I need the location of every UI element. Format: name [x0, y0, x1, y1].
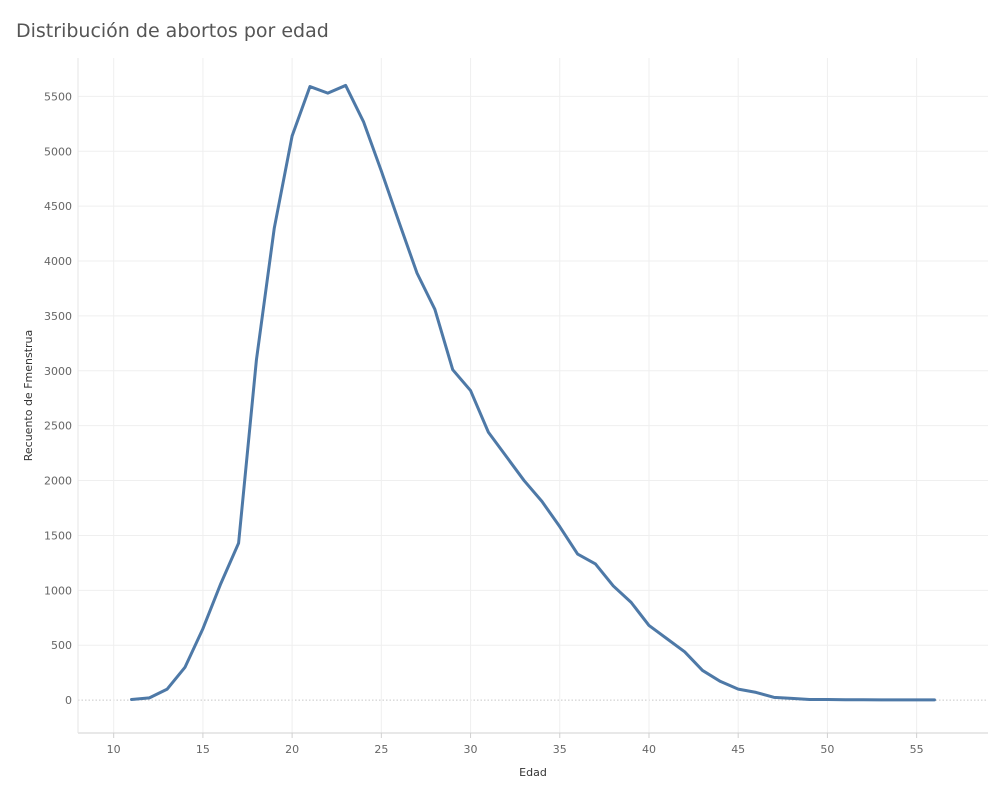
y-tick-label: 2500 — [44, 420, 72, 433]
label-layer: Edad Recuento de Fmenstrua — [22, 330, 547, 779]
y-axis-title: Recuento de Fmenstrua — [22, 330, 35, 462]
data-point — [290, 134, 294, 138]
y-tick-label: 3500 — [44, 310, 72, 323]
y-tick-label: 2000 — [44, 475, 72, 488]
data-point — [558, 525, 561, 528]
data-point — [594, 562, 597, 566]
data-point — [308, 85, 312, 88]
data-point — [897, 698, 900, 702]
x-tick-label: 35 — [553, 743, 567, 756]
y-tick-label: 500 — [51, 639, 72, 652]
data-point — [826, 698, 829, 701]
data-point — [844, 698, 847, 701]
data-point — [219, 582, 222, 585]
x-tick-label: 10 — [107, 743, 121, 756]
grid-layer — [78, 58, 988, 733]
data-point — [433, 308, 437, 311]
data-point — [933, 698, 936, 702]
x-axis-title: Edad — [519, 766, 547, 779]
x-tick-label: 25 — [374, 743, 388, 756]
x-tick-label: 20 — [285, 743, 299, 756]
data-point — [273, 226, 276, 230]
data-point — [505, 455, 508, 458]
y-tick-label: 5500 — [44, 90, 72, 103]
data-point — [451, 368, 454, 371]
data-point — [183, 665, 187, 669]
y-tick-label: 4000 — [44, 255, 72, 268]
data-point — [255, 358, 258, 362]
data-point — [380, 169, 383, 173]
series-line — [130, 83, 936, 702]
axis-layer: 0 500 1000 1500 2000 2500 3000 3500 4000 4500 5000… — [44, 58, 988, 756]
data-point — [719, 680, 722, 683]
data-point — [540, 500, 544, 503]
data-point — [861, 698, 865, 701]
y-tick-label: 1500 — [44, 529, 72, 542]
x-tick-label: 30 — [464, 743, 478, 756]
x-tick-label: 45 — [731, 743, 745, 756]
data-point — [148, 696, 151, 700]
y-tick-label: 1000 — [44, 584, 72, 597]
x-tick-label: 55 — [910, 743, 924, 756]
y-tick-label: 4500 — [44, 200, 72, 213]
x-tick-label: 15 — [196, 743, 210, 756]
data-point — [326, 91, 330, 95]
data-point — [736, 687, 740, 691]
data-point — [647, 624, 651, 627]
data-point — [879, 698, 883, 702]
data-point — [612, 584, 615, 588]
chart-title: Distribución de abortos por edad — [16, 20, 329, 42]
y-tick-label: 5000 — [44, 145, 72, 158]
data-point — [522, 479, 526, 482]
data-point — [166, 687, 169, 691]
data-point — [683, 650, 686, 653]
data-point — [629, 601, 633, 604]
y-tick-label: 3000 — [44, 365, 72, 378]
data-point — [344, 84, 347, 87]
data-point — [808, 698, 811, 701]
data-point — [362, 120, 365, 123]
data-point — [772, 696, 776, 699]
data-point — [701, 669, 704, 672]
data-point — [130, 698, 133, 701]
data-point — [201, 627, 205, 630]
data-point — [487, 431, 490, 434]
data-point — [754, 691, 758, 694]
data-point — [397, 221, 401, 224]
x-tick-label: 40 — [642, 743, 656, 756]
data-point — [915, 698, 918, 702]
data-point — [576, 552, 579, 556]
x-tick-label: 50 — [820, 743, 834, 756]
data-point — [469, 389, 472, 392]
y-tick-label: 0 — [65, 694, 72, 707]
series-layer — [130, 83, 936, 702]
data-point — [237, 541, 240, 545]
data-point — [665, 637, 669, 640]
data-point — [415, 271, 419, 275]
data-point — [790, 697, 793, 700]
